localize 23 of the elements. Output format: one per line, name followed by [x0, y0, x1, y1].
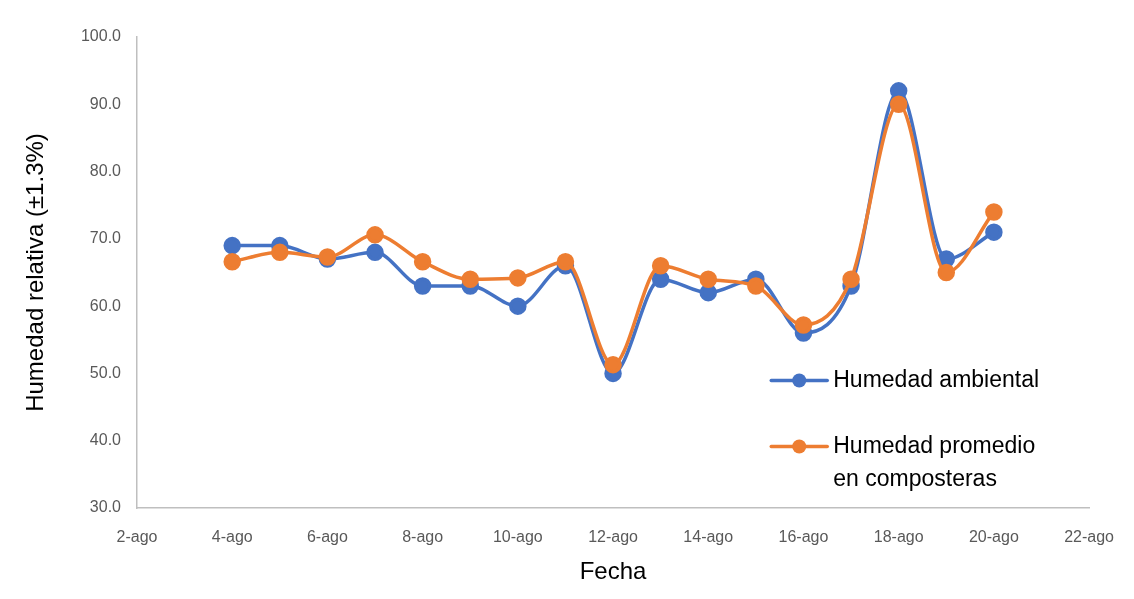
y-tick-label: 90.0: [89, 94, 122, 112]
y-tick-label: 40.0: [89, 431, 122, 449]
x-tick-label: 4-ago: [211, 528, 253, 546]
legend-label: Humedad promedio en composteras: [833, 431, 1036, 491]
x-tick-label: 20-ago: [968, 528, 1019, 546]
x-tick-label: 8-ago: [402, 528, 444, 546]
x-tick-label: 16-ago: [778, 528, 829, 546]
y-tick-label: 100.0: [80, 27, 122, 45]
x-axis-title: Fecha: [579, 557, 648, 585]
x-tick-label: 2-ago: [116, 528, 158, 546]
y-axis-title: Humedad relativa (±1.3%): [21, 133, 49, 412]
y-tick-label: 30.0: [89, 498, 122, 516]
legend-label: Humedad ambiental: [833, 365, 1040, 392]
x-tick-label: 18-ago: [873, 528, 924, 546]
y-tick-label: 70.0: [89, 229, 122, 247]
x-tick-label: 6-ago: [306, 528, 348, 546]
y-tick-label: 50.0: [89, 363, 122, 381]
x-tick-label: 14-ago: [683, 528, 734, 546]
x-tick-label: 12-ago: [588, 528, 639, 546]
x-tick-label: 22-ago: [1064, 528, 1115, 546]
x-tick-label: 10-ago: [492, 528, 543, 546]
y-tick-label: 60.0: [89, 296, 122, 314]
y-tick-label: 80.0: [89, 161, 122, 179]
